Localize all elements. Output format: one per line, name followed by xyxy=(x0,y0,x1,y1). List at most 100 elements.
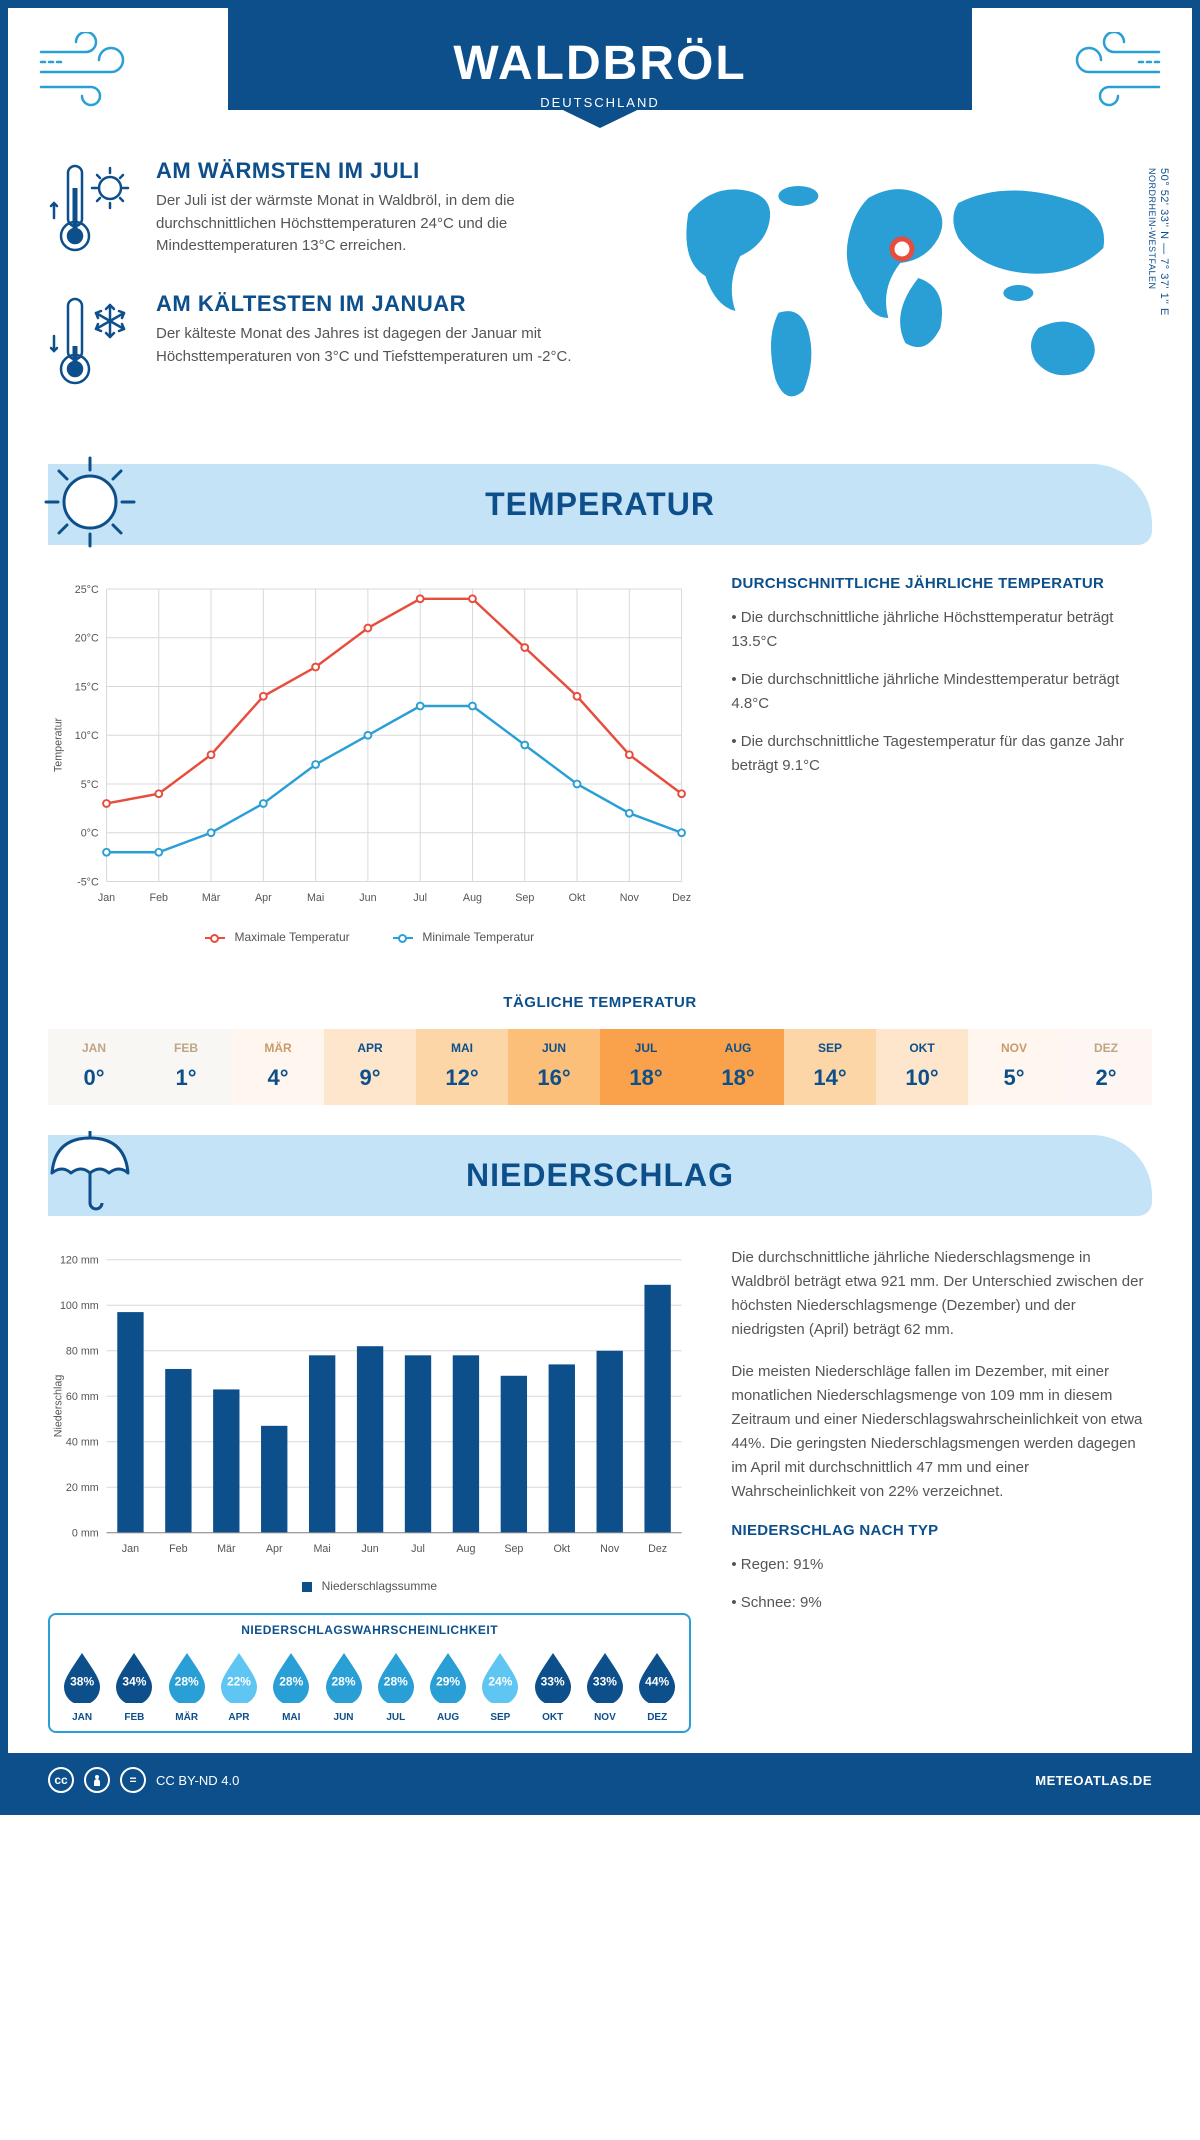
warmest-text: Der Juli ist der wärmste Monat in Waldbr… xyxy=(156,190,605,258)
svg-text:Mai: Mai xyxy=(314,1543,331,1555)
raindrop-icon: 29% xyxy=(424,1651,472,1708)
svg-text:120 mm: 120 mm xyxy=(60,1255,99,1267)
daily-temp-cell: AUG 18° xyxy=(692,1029,784,1105)
rain-prob-cell: 22%APR xyxy=(215,1651,263,1723)
umbrella-icon xyxy=(40,1123,140,1228)
precip-left-col: 0 mm20 mm40 mm60 mm80 mm100 mm120 mmNied… xyxy=(48,1246,691,1733)
daily-month-label: JUL xyxy=(600,1041,692,1055)
daily-month-label: APR xyxy=(324,1041,416,1055)
daily-temp-value: 1° xyxy=(140,1065,232,1091)
region-text: NORDRHEIN-WESTFALEN xyxy=(1147,168,1157,290)
thermometer-cold-icon xyxy=(48,291,138,396)
svg-text:Temperatur: Temperatur xyxy=(53,717,65,772)
svg-text:Jan: Jan xyxy=(122,1543,139,1555)
svg-text:Feb: Feb xyxy=(169,1543,188,1555)
precip-right-col: Die durchschnittliche jährliche Niedersc… xyxy=(731,1246,1152,1733)
legend-max-swatch: #leg-max::after{border-color:#e74c3c} xyxy=(205,937,225,939)
rain-prob-cell: 28% JUL xyxy=(372,1651,420,1723)
coordinates: 50° 52' 33'' N — 7° 37' 1'' E NORDRHEIN-… xyxy=(1146,168,1170,316)
wind-icon-right xyxy=(1054,32,1164,112)
daily-month-label: MAI xyxy=(416,1041,508,1055)
daily-temp-cell: MÄR4° xyxy=(232,1029,324,1105)
svg-text:Jan: Jan xyxy=(98,892,115,904)
warmest-fact: AM WÄRMSTEN IM JULI Der Juli ist der wär… xyxy=(48,158,605,263)
raindrop-icon: 24% xyxy=(476,1651,524,1708)
rain-prob-value: 28% xyxy=(279,1674,303,1688)
legend-min-swatch: #leg-min::after{border-color:#2a9fd6} xyxy=(393,937,413,939)
daily-temp-cell: JUL18° xyxy=(600,1029,692,1105)
svg-text:Okt: Okt xyxy=(569,892,586,904)
precipitation-title: NIEDERSCHLAG xyxy=(48,1157,1152,1194)
rain-prob-cell: 38%JAN xyxy=(58,1651,106,1723)
rain-prob-value: 33% xyxy=(541,1674,565,1688)
daily-temp-cell: JAN0° xyxy=(48,1029,140,1105)
rain-prob-cell: 24%SEP xyxy=(476,1651,524,1723)
raindrop-icon: 28% xyxy=(267,1651,315,1708)
daily-temp-value: 18° xyxy=(692,1065,784,1091)
rain-prob-cell: 33%NOV xyxy=(581,1651,629,1723)
rain-prob-month: MAI xyxy=(267,1712,315,1723)
daily-temp-cell: DEZ2° xyxy=(1060,1029,1152,1105)
daily-temp-value: 5° xyxy=(968,1065,1060,1091)
daily-temp-value: 14° xyxy=(784,1065,876,1091)
map-column: 50° 52' 33'' N — 7° 37' 1'' E NORDRHEIN-… xyxy=(645,158,1152,424)
precipitation-bar-chart: 0 mm20 mm40 mm60 mm80 mm100 mm120 mmNied… xyxy=(48,1246,691,1566)
raindrop-icon: 28% xyxy=(372,1651,420,1708)
svg-text:Mai: Mai xyxy=(307,892,324,904)
license-text: CC BY-ND 4.0 xyxy=(156,1773,239,1788)
temp-chart-col: -5°C0°C5°C10°C15°C20°C25°CJanFebMärAprMa… xyxy=(48,575,691,944)
legend-min-label: Minimale Temperatur xyxy=(422,930,534,944)
sun-icon xyxy=(40,452,140,557)
precip-para: Die durchschnittliche jährliche Niedersc… xyxy=(731,1246,1152,1342)
rain-prob-cell: 34% FEB xyxy=(110,1651,158,1723)
footer-brand: METEOATLAS.DE xyxy=(1035,1773,1152,1788)
legend-max-label: Maximale Temperatur xyxy=(235,930,350,944)
daily-month-label: FEB xyxy=(140,1041,232,1055)
temp-summary-item: • Die durchschnittliche Tagestemperatur … xyxy=(731,730,1152,778)
coldest-text: Der kälteste Monat des Jahres ist dagege… xyxy=(156,323,605,368)
rain-prob-value: 24% xyxy=(488,1674,512,1688)
precip-rain: • Regen: 91% xyxy=(731,1553,1152,1577)
rain-prob-cell: 29%AUG xyxy=(424,1651,472,1723)
facts-column: AM WÄRMSTEN IM JULI Der Juli ist der wär… xyxy=(48,158,605,424)
rain-prob-month: JUL xyxy=(372,1712,420,1723)
precipitation-row: 0 mm20 mm40 mm60 mm80 mm100 mm120 mmNied… xyxy=(8,1246,1192,1753)
svg-text:Dez: Dez xyxy=(672,892,691,904)
rain-prob-value: 29% xyxy=(436,1674,460,1688)
rain-prob-cell: 44%DEZ xyxy=(633,1651,681,1723)
footer-left: cc = CC BY-ND 4.0 xyxy=(48,1767,239,1793)
infographic-page: WALDBRÖL DEUTSCHLAND xyxy=(0,0,1200,1815)
svg-text:Niederschlag: Niederschlag xyxy=(53,1375,65,1438)
rain-prob-month: JUN xyxy=(319,1712,367,1723)
daily-month-label: AUG xyxy=(692,1041,784,1055)
map-pin-icon xyxy=(889,236,915,267)
daily-temp-value: 16° xyxy=(508,1065,600,1091)
daily-temp-cell: APR 9° xyxy=(324,1029,416,1105)
rain-prob-grid: 38%JAN34%FEB28%MÄR22%APR28%MAI28%JUN28%J… xyxy=(50,1645,689,1731)
precip-legend-label: Niederschlagssumme xyxy=(322,1579,437,1593)
daily-temp-cell: MAI12° xyxy=(416,1029,508,1105)
raindrop-icon: 28% xyxy=(319,1651,367,1708)
header-wrap: WALDBRÖL DEUTSCHLAND xyxy=(8,8,1192,128)
svg-text:Okt: Okt xyxy=(553,1543,570,1555)
svg-text:Jun: Jun xyxy=(359,892,376,904)
daily-month-label: NOV xyxy=(968,1041,1060,1055)
footer: cc = CC BY-ND 4.0 METEOATLAS.DE xyxy=(8,1753,1192,1807)
daily-temp-cell: OKT10° xyxy=(876,1029,968,1105)
daily-temp-value: 9° xyxy=(324,1065,416,1091)
rain-prob-month: NOV xyxy=(581,1712,629,1723)
raindrop-icon: 34% xyxy=(110,1651,158,1708)
temp-summary-item: • Die durchschnittliche jährliche Höchst… xyxy=(731,606,1152,654)
daily-temp-cell: FEB 1° xyxy=(140,1029,232,1105)
daily-temp-value: 0° xyxy=(48,1065,140,1091)
temp-summary-title: DURCHSCHNITTLICHE JÄHRLICHE TEMPERATUR xyxy=(731,575,1152,592)
svg-text:Apr: Apr xyxy=(266,1543,283,1555)
temp-summary-item: • Die durchschnittliche jährliche Mindes… xyxy=(731,668,1152,716)
rain-prob-month: FEB xyxy=(110,1712,158,1723)
thermometer-hot-icon xyxy=(48,158,138,263)
svg-text:0 mm: 0 mm xyxy=(72,1528,99,1540)
raindrop-icon: 38% xyxy=(58,1651,106,1708)
svg-text:Jul: Jul xyxy=(413,892,427,904)
svg-text:5°C: 5°C xyxy=(81,779,99,791)
svg-text:40 mm: 40 mm xyxy=(66,1437,99,1449)
